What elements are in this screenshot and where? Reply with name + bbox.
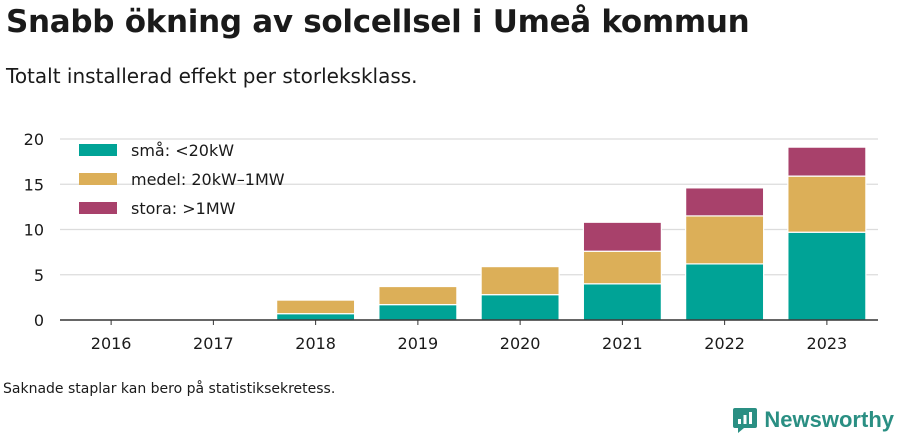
legend-swatch <box>79 173 117 185</box>
bar-segment <box>480 294 560 321</box>
y-tick-label: 10 <box>24 221 44 240</box>
chart-title: Snabb ökning av solcellsel i Umeå kommun <box>6 4 750 40</box>
bar-segment <box>685 215 765 265</box>
bar-segment <box>787 175 867 233</box>
brand-logo: Newsworthy <box>732 406 894 434</box>
legend-swatch <box>79 144 117 156</box>
x-tick-label: 2017 <box>193 334 234 353</box>
y-tick-label: 20 <box>24 130 44 149</box>
x-tick-label: 2018 <box>295 334 336 353</box>
bar-segment <box>787 231 867 321</box>
legend-label: små: <20kW <box>131 141 234 160</box>
chart-subtitle: Totalt installerad effekt per storlekskl… <box>6 64 418 88</box>
bar-segment <box>787 146 867 177</box>
bar-segment <box>582 221 662 252</box>
newsworthy-logo-icon <box>733 408 758 433</box>
legend-label: stora: >1MW <box>131 199 236 218</box>
stacked-bar-chart: 0 5 10 15 20 2016 2017 2018 2019 2020 2021 2022 2023… <box>24 130 878 353</box>
bar-segment <box>582 283 662 321</box>
x-tick-label: 2019 <box>398 334 439 353</box>
bar-segment <box>378 304 458 321</box>
bar-segment <box>276 313 356 321</box>
bar-segment <box>378 285 458 306</box>
y-tick-label: 0 <box>34 311 44 330</box>
bar-segment <box>276 299 356 315</box>
legend-label: medel: 20kW–1MW <box>131 170 285 189</box>
bar-segment <box>685 263 765 321</box>
legend-swatch <box>79 202 117 214</box>
y-tick-label: 5 <box>34 266 44 285</box>
x-tick-label: 2022 <box>704 334 745 353</box>
bar-segment <box>582 250 662 285</box>
y-tick-label: 15 <box>24 175 44 194</box>
x-tick-label: 2023 <box>807 334 848 353</box>
x-tick-label: 2021 <box>602 334 643 353</box>
brand-name: Newsworthy <box>764 407 894 432</box>
bar-segment <box>480 266 560 296</box>
x-tick-label: 2020 <box>500 334 541 353</box>
bar-segment <box>685 187 765 217</box>
footnote: Saknade staplar kan bero på statistiksek… <box>3 381 336 397</box>
x-tick-label: 2016 <box>91 334 132 353</box>
